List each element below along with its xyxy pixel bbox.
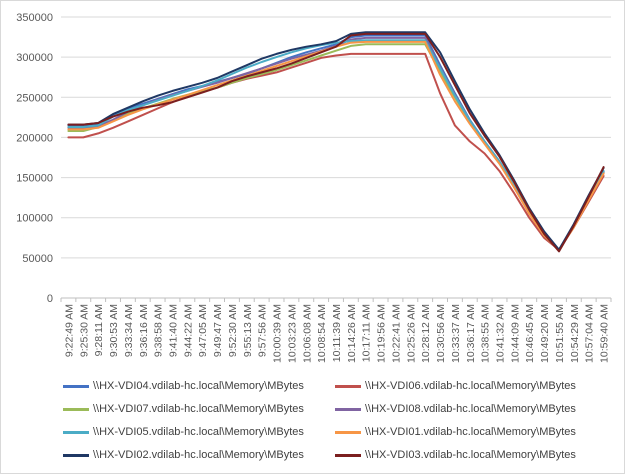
legend-swatch xyxy=(335,384,361,388)
x-tick-label-24: 10:28:12 AM xyxy=(420,304,432,363)
y-tick-label-5: 250000 xyxy=(16,92,53,104)
legend-item-4: \\HX-VDI08.vdilab-hc.local\Memory\MBytes xyxy=(335,400,576,418)
x-tick-label-7: 9:41:40 AM xyxy=(167,304,179,357)
x-tick-label-30: 10:44:09 AM xyxy=(509,304,521,363)
series-line-7 xyxy=(67,31,605,251)
x-tick-label-35: 10:57:04 AM xyxy=(584,304,596,363)
legend-swatch xyxy=(63,384,89,388)
legend-swatch xyxy=(63,430,89,434)
x-tick-label-21: 10:19:56 AM xyxy=(376,304,388,363)
legend-item-1: \\HX-VDI04.vdilab-hc.local\Memory\MBytes xyxy=(63,377,304,395)
legend-swatch xyxy=(335,453,361,457)
line-chart: 0 50000 100000 150000 200000 250000 300000 3500… xyxy=(16,12,612,363)
y-tick-label-4: 200000 xyxy=(16,132,53,144)
gridlines xyxy=(61,16,611,259)
legend-label: \\HX-VDI04.vdilab-hc.local\Memory\MBytes xyxy=(93,380,304,392)
x-tick-label-22: 10:22:41 AM xyxy=(390,304,402,363)
x-tick-label-28: 10:38:55 AM xyxy=(480,304,492,363)
legend-item-3: \\HX-VDI07.vdilab-hc.local\Memory\MBytes xyxy=(63,400,304,418)
x-tick-label-10: 9:49:47 AM xyxy=(212,304,224,357)
legend-swatch xyxy=(335,430,361,434)
y-tick-label-2: 100000 xyxy=(16,213,53,225)
legend-item-6: \\HX-VDI01.vdilab-hc.local\Memory\MBytes xyxy=(335,423,576,441)
series-line-5 xyxy=(67,39,605,251)
legend-label: \\HX-VDI02.vdilab-hc.local\Memory\MBytes xyxy=(93,449,304,461)
x-tick-label-32: 10:49:20 AM xyxy=(539,304,551,363)
x-tick-label-14: 10:00:39 AM xyxy=(272,304,284,363)
x-tick-label-34: 10:54:29 AM xyxy=(569,304,581,363)
legend-item-5: \\HX-VDI05.vdilab-hc.local\Memory\MBytes xyxy=(63,423,304,441)
x-tick-label-13: 9:57:56 AM xyxy=(257,304,269,357)
x-tick-label-29: 10:41:32 AM xyxy=(495,304,507,363)
x-tick-label-17: 10:08:54 AM xyxy=(316,304,328,363)
series-line-6 xyxy=(67,40,605,251)
x-tick-label-5: 9:36:16 AM xyxy=(138,304,150,357)
legend-label: \\HX-VDI08.vdilab-hc.local\Memory\MBytes xyxy=(365,403,576,415)
y-tick-label-6: 300000 xyxy=(16,52,53,64)
x-tick-label-33: 10:51:55 AM xyxy=(554,304,566,363)
legend-label: \\HX-VDI06.vdilab-hc.local\Memory\MBytes xyxy=(365,380,576,392)
x-tick-labels: 9:22:49 AM 9:25:30 AM 9:28:11 AM 9:30:53 AM… xyxy=(63,304,610,363)
legend-label: \\HX-VDI07.vdilab-hc.local\Memory\MBytes xyxy=(93,403,304,415)
x-tick-label-31: 10:46:45 AM xyxy=(524,304,536,363)
legend-swatch xyxy=(63,453,89,457)
x-tick-label-8: 9:44:22 AM xyxy=(182,304,194,357)
x-tick-label-20: 10:17:11 AM xyxy=(361,304,373,362)
x-tick-label-6: 9:38:58 AM xyxy=(153,304,165,357)
legend-swatch xyxy=(63,407,89,411)
x-tick-label-25: 10:30:56 AM xyxy=(435,304,447,363)
legend-item-8: \\HX-VDI03.vdilab-hc.local\Memory\MBytes xyxy=(335,446,576,464)
x-tick-label-15: 10:03:23 AM xyxy=(286,304,298,363)
y-tick-labels: 0 50000 100000 150000 200000 250000 300000 3500… xyxy=(16,12,53,305)
x-tick-label-18: 10:11:39 AM xyxy=(331,304,343,362)
x-tick-label-3: 9:30:53 AM xyxy=(108,304,120,357)
x-tick-label-36: 10:59:40 AM xyxy=(599,304,611,363)
x-tick-label-2: 9:28:11 AM xyxy=(93,304,105,356)
x-tick-label-4: 9:33:34 AM xyxy=(123,304,135,357)
series-line-2 xyxy=(67,52,605,251)
legend-label: \\HX-VDI03.vdilab-hc.local\Memory\MBytes xyxy=(365,449,576,461)
x-tick-label-27: 10:36:17 AM xyxy=(465,304,477,363)
y-tick-label-1: 50000 xyxy=(22,253,53,265)
series-line-8 xyxy=(67,32,605,253)
legend-item-2: \\HX-VDI06.vdilab-hc.local\Memory\MBytes xyxy=(335,377,576,395)
x-tick-label-12: 9:55:13 AM xyxy=(242,304,254,357)
x-tick-label-0: 9:22:49 AM xyxy=(63,304,75,357)
legend-item-7: \\HX-VDI02.vdilab-hc.local\Memory\MBytes xyxy=(63,446,304,464)
series-line-3 xyxy=(67,43,605,251)
x-tick-label-23: 10:25:26 AM xyxy=(405,304,417,363)
x-tick-label-26: 10:33:37 AM xyxy=(450,304,462,363)
y-tick-label-3: 150000 xyxy=(16,173,53,185)
x-tick-label-19: 10:14:26 AM xyxy=(346,304,358,363)
legend-swatch xyxy=(335,407,361,411)
series-lines xyxy=(67,31,605,253)
y-tick-label-7: 350000 xyxy=(16,12,53,24)
x-tick-label-1: 9:25:30 AM xyxy=(78,304,90,357)
legend-label: \\HX-VDI05.vdilab-hc.local\Memory\MBytes xyxy=(93,426,304,438)
x-tick-label-11: 9:52:30 AM xyxy=(227,304,239,357)
x-tick-label-9: 9:47:05 AM xyxy=(197,304,209,357)
legend-label: \\HX-VDI01.vdilab-hc.local\Memory\MBytes xyxy=(365,426,576,438)
axes xyxy=(60,297,612,302)
x-tick-label-16: 10:06:08 AM xyxy=(301,304,313,363)
y-tick-label-0: 0 xyxy=(47,293,53,305)
